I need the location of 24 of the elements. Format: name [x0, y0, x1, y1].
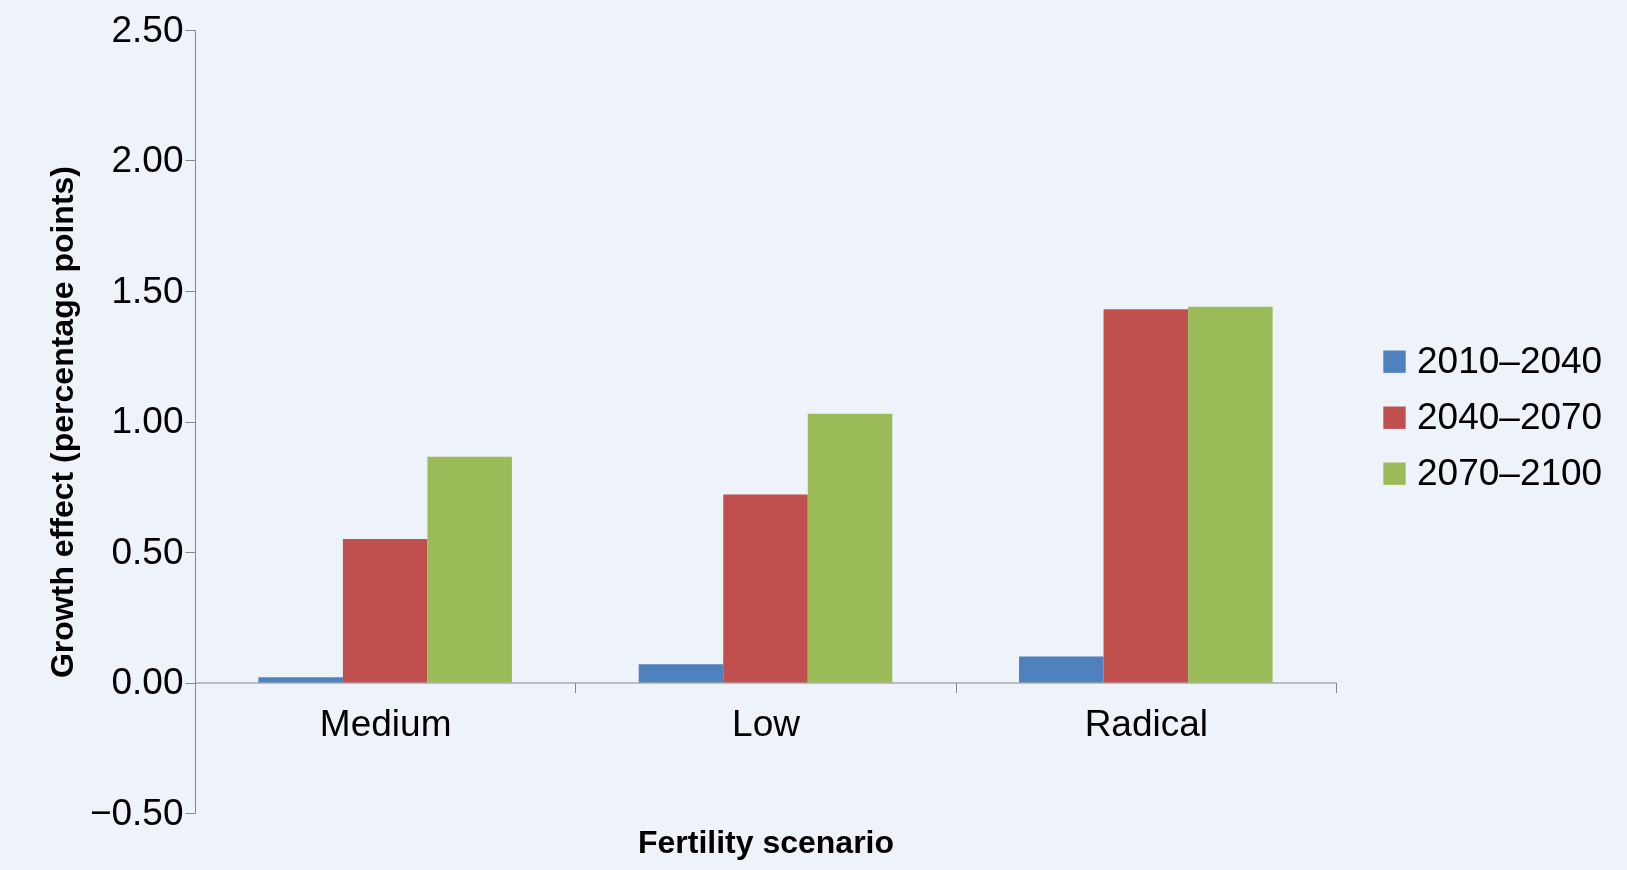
y-tick-label: 0.50	[111, 530, 184, 572]
y-axis-title: Growth effect (percentage points)	[43, 165, 80, 679]
y-tick-label: 0.00	[111, 661, 184, 702]
y-tick-label: 2.00	[111, 139, 184, 180]
legend-label: 2070–2100	[1417, 451, 1603, 493]
y-tick-label: 1.50	[111, 269, 184, 311]
x-tick-label: Medium	[319, 703, 452, 744]
bar	[1188, 306, 1273, 683]
bar	[723, 494, 808, 683]
bar	[807, 413, 893, 683]
bar	[1019, 656, 1104, 683]
bar	[638, 664, 724, 683]
x-axis-title: Fertility scenario	[637, 823, 895, 860]
bar	[427, 456, 512, 683]
x-tick-label: Radical	[1084, 703, 1209, 744]
bar	[258, 677, 343, 683]
bar	[1103, 309, 1189, 683]
legend-label: 2040–2070	[1417, 395, 1603, 437]
x-tick-label: Low	[732, 703, 801, 744]
bar	[342, 538, 428, 683]
y-tick-label: −0.50	[89, 791, 184, 833]
y-tick-label: 2.50	[111, 8, 184, 50]
legend-label: 2010–2040	[1417, 339, 1603, 381]
y-tick-label: 1.00	[111, 400, 184, 441]
